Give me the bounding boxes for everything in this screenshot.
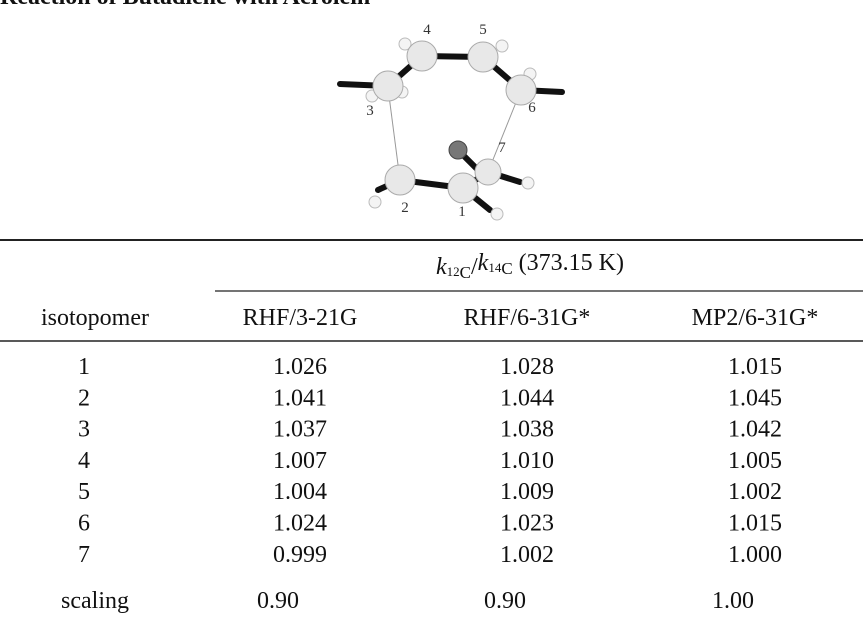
table-cell: 1.028 (500, 354, 554, 380)
group-header-part: C (460, 263, 471, 282)
table-cell: 1.002 (728, 479, 782, 505)
row-label: 2 (78, 385, 90, 411)
table-cell: 1.026 (273, 354, 327, 380)
table-cell: 1.007 (273, 448, 327, 474)
table-cell: 1.015 (728, 511, 782, 537)
table-cell: 1.005 (728, 448, 782, 474)
row-label: 5 (78, 479, 90, 505)
table-cell: 1.041 (273, 385, 327, 411)
table-cell: 1.015 (728, 354, 782, 380)
table-cell: 1.023 (500, 511, 554, 537)
row-label: scaling (61, 588, 129, 614)
atom-label: 1 (458, 204, 466, 220)
atom-label: 3 (366, 103, 374, 119)
atom-label: 6 (528, 100, 536, 116)
row-label: 3 (78, 417, 90, 443)
row-label: 4 (78, 448, 90, 474)
molecule-figure (340, 38, 562, 220)
atom-label: 7 (498, 140, 506, 156)
column-header: isotopomer (41, 305, 149, 331)
page: {"header": {"title": "Reaction of Butadi… (0, 0, 863, 622)
table-cell: 1.002 (500, 542, 554, 568)
group-header-part: k (436, 254, 447, 280)
group-header: k12C/k14C (373.15 K) (436, 250, 624, 282)
table-cell: 1.042 (728, 417, 782, 443)
table-cell: 0.90 (484, 588, 526, 614)
row-label: 6 (78, 511, 90, 537)
atom-label: 4 (423, 22, 431, 38)
section-title: Reaction of Butadiene with Acrolein (0, 0, 370, 10)
table-cell: 1.004 (273, 479, 327, 505)
row-label: 1 (78, 354, 90, 380)
table-cell: 1.009 (500, 479, 554, 505)
row-label: 7 (78, 542, 90, 568)
table-cell: 1.044 (500, 385, 554, 411)
table-cell: 1.037 (273, 417, 327, 443)
table-cell: 1.000 (728, 542, 782, 568)
table-cell: 1.024 (273, 511, 327, 537)
column-header: RHF/6-31G* (464, 305, 591, 331)
group-header-part: (373.15 K) (513, 250, 624, 276)
table-cell: 1.010 (500, 448, 554, 474)
group-header-part: 12 (447, 264, 460, 279)
table-cell: 1.00 (712, 588, 754, 614)
group-header-part: C (501, 259, 512, 278)
table-cell: 0.90 (257, 588, 299, 614)
group-header-part: k (478, 250, 489, 276)
column-header: MP2/6-31G* (692, 305, 819, 331)
atom-label: 5 (479, 22, 487, 38)
document: Reaction of Butadiene with Acrolein 3 4 5 6… (0, 0, 863, 622)
group-header-part: 14 (488, 260, 502, 275)
table-cell: 1.038 (500, 417, 554, 443)
table-cell: 0.999 (273, 542, 327, 568)
atom-label: 2 (401, 200, 409, 216)
table-cell: 1.045 (728, 385, 782, 411)
column-header: RHF/3-21G (243, 305, 358, 331)
